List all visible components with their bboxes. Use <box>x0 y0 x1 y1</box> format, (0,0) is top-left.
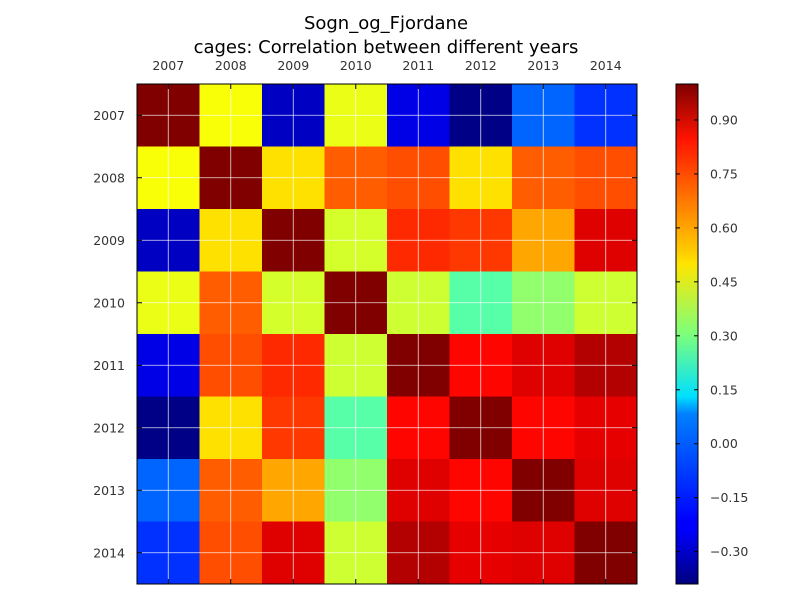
y-tick-label: 2007 <box>93 108 125 123</box>
x-tick-label: 2011 <box>402 58 434 73</box>
heatmap-gridlines <box>137 84 637 584</box>
colorbar-tick-label: 0.00 <box>710 436 738 451</box>
x-tick-label: 2008 <box>215 58 247 73</box>
y-tick-label: 2013 <box>93 483 125 498</box>
x-axis-ticks: 2007 2008 2009 2010 2011 2012 2013 2014 <box>152 58 622 584</box>
x-tick-label: 2010 <box>340 58 372 73</box>
colorbar-ticks: 0.90 0.75 0.60 0.45 0.30 0.15 0.00 −0.15 −0.30 <box>676 112 748 559</box>
x-tick-label: 2007 <box>152 58 184 73</box>
colorbar-tick-label: 0.45 <box>710 274 738 289</box>
chart-title: Sogn_og_Fjordane <box>304 13 468 34</box>
x-tick-label: 2013 <box>527 58 559 73</box>
heatmap-cells <box>137 84 638 585</box>
y-tick-label: 2011 <box>93 358 125 373</box>
colorbar-tick-label: 0.30 <box>710 328 738 343</box>
chart-subtitle: cages: Correlation between different yea… <box>194 37 579 58</box>
colorbar-tick-label: 0.75 <box>710 166 738 181</box>
y-tick-label: 2012 <box>93 420 125 435</box>
x-tick-label: 2009 <box>277 58 309 73</box>
colorbar-tick-label: −0.30 <box>710 544 748 559</box>
x-tick-label: 2014 <box>590 58 622 73</box>
y-tick-label: 2010 <box>93 295 125 310</box>
colorbar <box>675 83 699 585</box>
y-tick-label: 2009 <box>93 233 125 248</box>
x-tick-label: 2012 <box>465 58 497 73</box>
y-tick-label: 2014 <box>93 545 125 560</box>
colorbar-tick-label: 0.60 <box>710 220 738 235</box>
y-tick-label: 2008 <box>93 170 125 185</box>
colorbar-tick-label: 0.15 <box>710 382 738 397</box>
colorbar-tick-label: −0.15 <box>710 490 748 505</box>
colorbar-tick-label: 0.90 <box>710 112 738 127</box>
y-axis-ticks: 2007 2008 2009 2010 2011 2012 2013 2014 <box>93 108 637 560</box>
plot-frame <box>136 83 638 585</box>
